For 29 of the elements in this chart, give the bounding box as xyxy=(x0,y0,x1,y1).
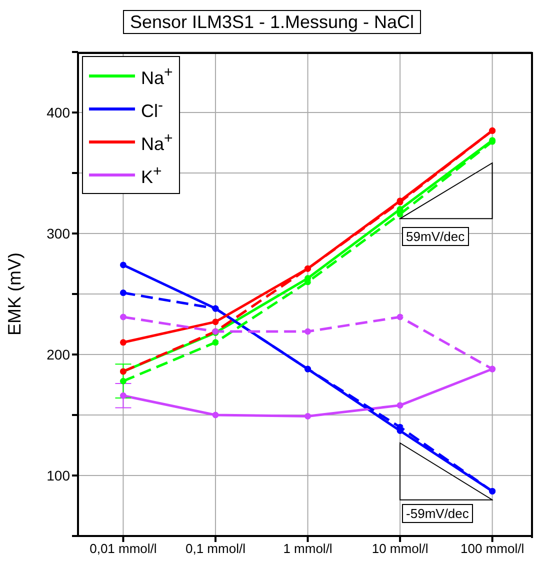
point xyxy=(304,328,312,335)
x-tick-label: 1 mmol/l xyxy=(283,541,332,556)
point xyxy=(212,412,219,418)
point xyxy=(120,339,126,346)
point xyxy=(120,378,126,384)
point xyxy=(120,314,126,320)
y-tick-label: 100 xyxy=(46,467,70,484)
chart-title: Sensor ILM3S1 - 1.Messung - NaCl xyxy=(122,10,422,34)
x-tick-label: 10 mmol/l xyxy=(372,541,428,556)
point xyxy=(120,262,126,268)
y-tick-label: 400 xyxy=(46,104,70,120)
legend-label: K$^{+}$ xyxy=(141,162,162,189)
y-tick-label: 200 xyxy=(46,346,70,362)
point xyxy=(396,314,404,320)
point xyxy=(304,412,312,420)
annotation: 59mV/dec xyxy=(402,226,469,246)
point xyxy=(212,318,219,326)
x-tick-label: 0,1 mmol/l xyxy=(186,541,246,556)
point xyxy=(396,402,404,409)
legend-label: Na$^{+}$ xyxy=(141,129,173,156)
point xyxy=(120,290,126,296)
legend-label: Cl$^{-}$ xyxy=(141,96,163,123)
annotation: -59mV/dec xyxy=(402,504,473,523)
y-tick-label: 300 xyxy=(46,225,70,242)
x-tick-label: 100 mmol/l xyxy=(460,541,524,556)
point xyxy=(120,392,126,399)
legend-label: Na$^{+}$ xyxy=(141,63,173,90)
point xyxy=(212,339,219,346)
x-tick-label: 0,01 mmol/l xyxy=(90,541,157,556)
